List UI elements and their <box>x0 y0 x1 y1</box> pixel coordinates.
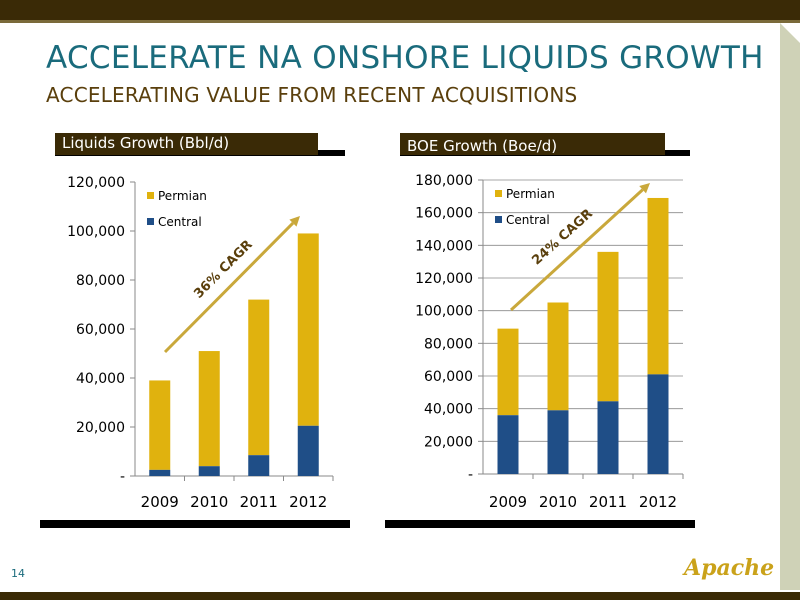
bar-permian-2011 <box>597 251 619 402</box>
bottom-bar <box>0 592 800 600</box>
y-tick-label: 40,000 <box>76 371 125 387</box>
liquids-growth-chart-svg: - 20,000 40,000 60,000 80,000 100,000 120,000 2… <box>67 175 334 511</box>
x-tick-label-2010: 2010 <box>190 493 228 511</box>
cagr-arrow-head <box>639 183 650 194</box>
liquids-growth-chart: - 20,000 40,000 60,000 80,000 100,000 120,000 2… <box>40 160 350 520</box>
y-tick-label: 160,000 <box>415 206 473 222</box>
y-tick-label: 60,000 <box>76 322 125 338</box>
cagr-arrow-line <box>163 222 295 354</box>
right-stripe <box>780 23 800 590</box>
legend-label-central: Central <box>506 213 550 227</box>
y-tick-label: 100,000 <box>415 304 473 320</box>
apache-logo: Apache <box>684 555 775 581</box>
x-tick-label-2011: 2011 <box>240 493 278 511</box>
y-tick-label: 80,000 <box>424 336 473 352</box>
legend-label-permian: Permian <box>158 189 207 203</box>
legend-swatch-permian <box>147 192 154 199</box>
legend-label-central: Central <box>158 215 202 229</box>
top-bar <box>0 0 800 20</box>
bar-permian-2010 <box>198 351 220 467</box>
bar-central-2012 <box>297 425 319 476</box>
slide-title: ACCELERATE NA ONSHORE LIQUIDS GROWTH <box>46 40 764 76</box>
bar-central-2009 <box>149 469 171 476</box>
x-tick-label-2009: 2009 <box>489 493 527 511</box>
chart-header-bg-right <box>400 133 665 155</box>
y-tick-label: 40,000 <box>424 402 473 418</box>
y-tick-label: 120,000 <box>415 271 473 287</box>
bar-permian-2010 <box>547 302 569 411</box>
bar-permian-2012 <box>647 197 669 375</box>
bar-permian-2012 <box>297 233 319 426</box>
legend-swatch-permian <box>495 190 502 197</box>
chart-title-liquids: Liquids Growth (Bbl/d) <box>62 134 230 152</box>
bar-central-2010 <box>198 466 220 476</box>
top-bar-accent <box>0 20 800 23</box>
y-tick-label: 120,000 <box>67 175 125 191</box>
page-number: 14 <box>11 567 25 580</box>
chart-bottom-rule-left <box>40 520 350 528</box>
y-tick-label: 100,000 <box>67 224 125 240</box>
bar-central-2011 <box>597 401 619 474</box>
y-tick-label: 20,000 <box>424 434 473 450</box>
right-notch <box>780 23 800 43</box>
y-tick-label: 140,000 <box>415 238 473 254</box>
bar-central-2010 <box>547 410 569 474</box>
legend-label-permian: Permian <box>506 187 555 201</box>
y-tick-label: - <box>468 467 473 483</box>
cagr-arrow-line <box>509 188 644 312</box>
chart-title-boe: BOE Growth (Boe/d) <box>407 137 558 155</box>
boe-growth-chart: - 20,000 40,000 60,000 80,000 100,000 120,000 1… <box>385 160 695 520</box>
y-tick-label: 20,000 <box>76 420 125 436</box>
x-tick-label-2009: 2009 <box>141 493 179 511</box>
chart-header-bg-left <box>55 133 318 155</box>
bar-permian-2009 <box>149 380 171 470</box>
boe-growth-chart-svg: - 20,000 40,000 60,000 80,000 100,000 120,000 1… <box>415 173 684 511</box>
y-tick-label: 180,000 <box>415 173 473 189</box>
bar-central-2011 <box>248 455 270 476</box>
bar-permian-2011 <box>248 299 270 456</box>
bar-central-2009 <box>497 415 519 474</box>
y-tick-label: 80,000 <box>76 273 125 289</box>
cagr-arrow-head <box>289 216 300 227</box>
chart-bottom-rule-right <box>385 520 695 528</box>
legend-swatch-central <box>147 218 154 225</box>
bar-central-2012 <box>647 374 669 474</box>
x-tick-label-2011: 2011 <box>589 493 627 511</box>
y-tick-label: 60,000 <box>424 369 473 385</box>
y-tick-label: - <box>120 469 125 485</box>
x-tick-label-2010: 2010 <box>539 493 577 511</box>
legend-swatch-central <box>495 216 502 223</box>
x-tick-label-2012: 2012 <box>639 493 677 511</box>
x-tick-label-2012: 2012 <box>289 493 327 511</box>
slide-subtitle: ACCELERATING VALUE FROM RECENT ACQUISITI… <box>46 83 578 107</box>
bar-permian-2009 <box>497 328 519 416</box>
